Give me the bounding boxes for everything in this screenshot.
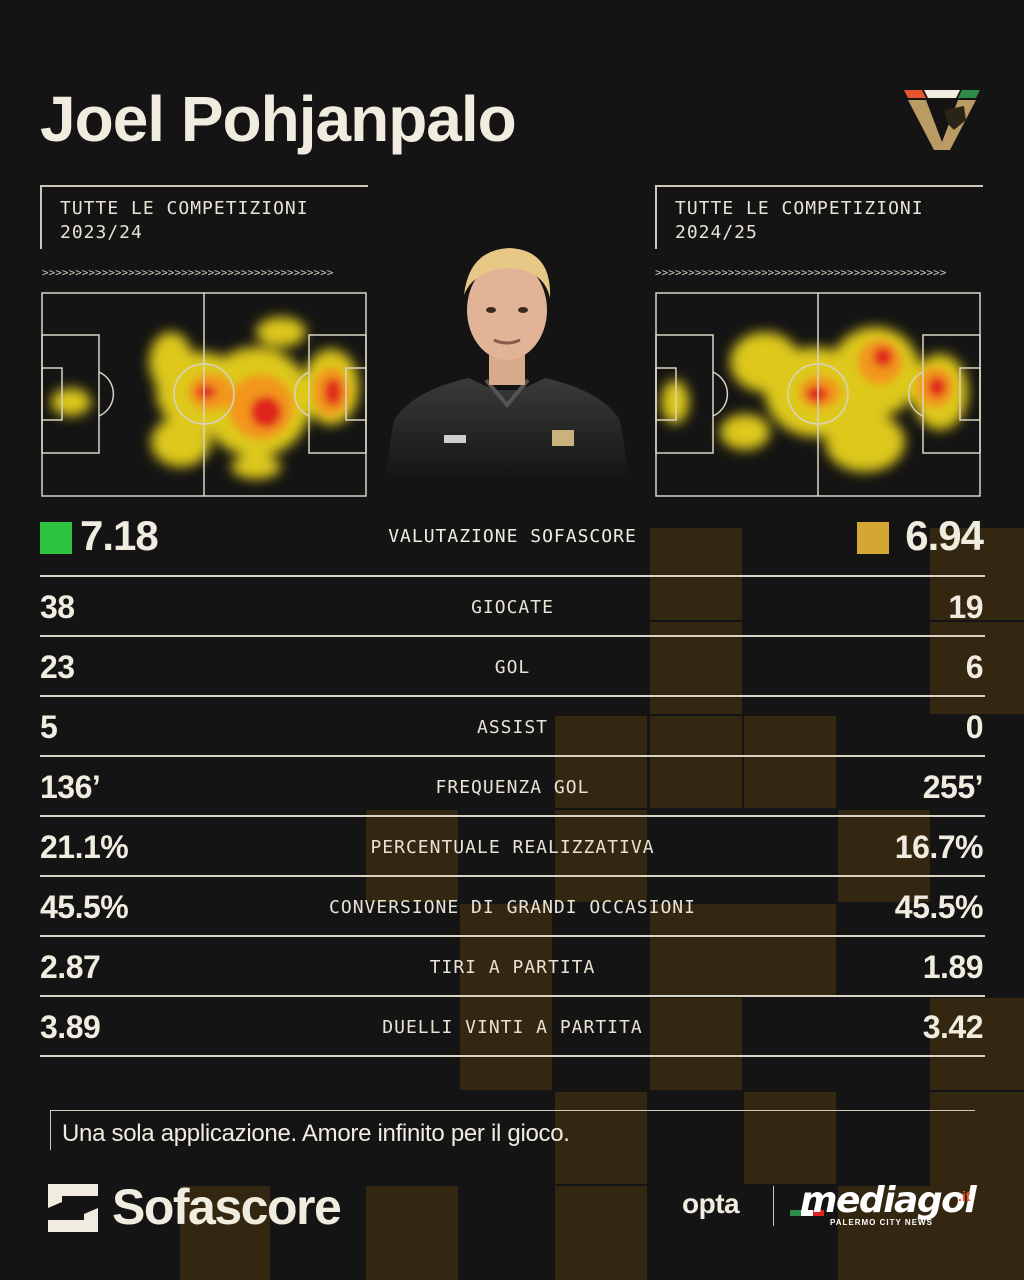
stats-table: 38 GIOCATE 19 23 GOL 6 5 ASSIST 0 136’ F… xyxy=(40,575,985,1057)
season-year: 2023/24 xyxy=(60,222,143,243)
stat-label: FREQUENZA GOL xyxy=(435,777,590,798)
bg-block xyxy=(838,810,930,902)
partner-tld: .it xyxy=(958,1188,971,1204)
bg-block xyxy=(555,1186,647,1280)
stat-value-left: 5 xyxy=(40,709,58,745)
bg-block xyxy=(650,716,742,808)
venezia-crest-icon xyxy=(904,90,980,150)
tagline: Una sola applicazione. Amore infinito pe… xyxy=(62,1120,570,1147)
stat-value-left: 2.87 xyxy=(40,949,101,985)
footer-divider xyxy=(773,1186,774,1226)
bg-block xyxy=(650,998,742,1090)
stat-value-left: 45.5% xyxy=(40,889,129,925)
stat-value-right: 255’ xyxy=(922,769,984,805)
bg-block xyxy=(650,622,742,714)
season-left: TUTTE LE COMPETIZIONI 2023/24 xyxy=(40,185,368,249)
stat-value-right: 19 xyxy=(948,589,983,625)
partner-logo: mediagol .it PALERMO CITY NEWS xyxy=(790,1180,980,1230)
bg-block xyxy=(930,622,1024,714)
stat-label: PERCENTUALE REALIZZATIVA xyxy=(370,837,655,858)
bg-block xyxy=(744,716,836,808)
stat-value-right: 6 xyxy=(965,649,984,685)
stat-value-right: 0 xyxy=(965,709,984,745)
stat-label: ASSIST xyxy=(476,717,549,738)
stat-value-left: 3.89 xyxy=(40,1009,101,1045)
season-right: TUTTE LE COMPETIZIONI 2024/25 xyxy=(655,185,983,249)
stat-value-right: 45.5% xyxy=(894,889,984,925)
stat-row: 38 GIOCATE 19 xyxy=(40,575,985,635)
stat-value-right: 16.7% xyxy=(894,829,984,865)
rating-row: 7.18 VALUTAZIONE SOFASCORE 6.94 xyxy=(40,512,985,562)
partner-name: mediagol xyxy=(800,1180,977,1221)
rating-swatch-left xyxy=(40,522,72,554)
stat-row: 5 ASSIST 0 xyxy=(40,695,985,755)
stat-row: 23 GOL 6 xyxy=(40,635,985,695)
bg-block xyxy=(930,1092,1024,1280)
partner-flag xyxy=(790,1210,824,1216)
bg-block xyxy=(366,1186,458,1280)
stat-label: TIRI A PARTITA xyxy=(429,957,596,978)
bg-block xyxy=(930,998,1024,1090)
rating-swatch-right xyxy=(857,522,889,554)
rating-value-left: 7.18 xyxy=(80,512,159,559)
stat-value-left: 23 xyxy=(40,649,75,685)
stat-value-right: 1.89 xyxy=(922,949,984,985)
stat-row: 3.89 DUELLI VINTI A PARTITA 3.42 xyxy=(40,995,985,1057)
stat-row: 2.87 TIRI A PARTITA 1.89 xyxy=(40,935,985,995)
player-name: Joel Pohjanpalo xyxy=(40,83,517,155)
competition-label: TUTTE LE COMPETIZIONI xyxy=(60,198,309,219)
sofascore-logo-icon xyxy=(48,1184,98,1232)
bg-block xyxy=(838,1186,930,1280)
partner-subtitle: PALERMO CITY NEWS xyxy=(830,1218,933,1227)
bg-block xyxy=(366,810,458,902)
tagline-frame xyxy=(50,1110,975,1150)
heatmap-2023-24 xyxy=(41,292,367,497)
stat-label: GOL xyxy=(494,657,531,678)
arrow-divider: >>>>>>>>>>>>>>>>>>>>>>>>>>>>>>>>>>>>>>>>… xyxy=(42,266,334,279)
competition-label: TUTTE LE COMPETIZIONI xyxy=(675,198,924,219)
player-photo xyxy=(384,248,630,480)
bg-block xyxy=(180,1186,270,1280)
rating-value-right: 6.94 xyxy=(905,512,984,559)
stat-value-left: 136’ xyxy=(40,769,101,805)
stat-row: 136’ FREQUENZA GOL 255’ xyxy=(40,755,985,815)
bg-block xyxy=(930,528,1024,620)
bg-block xyxy=(555,716,647,808)
stat-value-right: 3.42 xyxy=(922,1009,984,1045)
data-provider-logo: opta xyxy=(682,1188,740,1219)
bg-block xyxy=(650,904,836,996)
stat-value-left: 38 xyxy=(40,589,75,625)
bg-block xyxy=(555,1092,647,1184)
brand-name: Sofascore xyxy=(112,1179,342,1235)
stat-row: 45.5% CONVERSIONE DI GRANDI OCCASIONI 45… xyxy=(40,875,985,935)
bg-block xyxy=(555,810,647,902)
stat-row: 21.1% PERCENTUALE REALIZZATIVA 16.7% xyxy=(40,815,985,875)
stat-label: GIOCATE xyxy=(471,597,554,618)
bg-block xyxy=(744,1092,836,1184)
season-year: 2024/25 xyxy=(675,222,758,243)
stat-label: CONVERSIONE DI GRANDI OCCASIONI xyxy=(329,897,696,918)
heatmap-2024-25 xyxy=(655,292,981,497)
arrow-divider: >>>>>>>>>>>>>>>>>>>>>>>>>>>>>>>>>>>>>>>>… xyxy=(655,266,947,279)
rating-label: VALUTAZIONE SOFASCORE xyxy=(388,526,637,547)
bg-block xyxy=(650,528,742,620)
stat-label: DUELLI VINTI A PARTITA xyxy=(382,1017,643,1038)
stat-value-left: 21.1% xyxy=(40,829,129,865)
